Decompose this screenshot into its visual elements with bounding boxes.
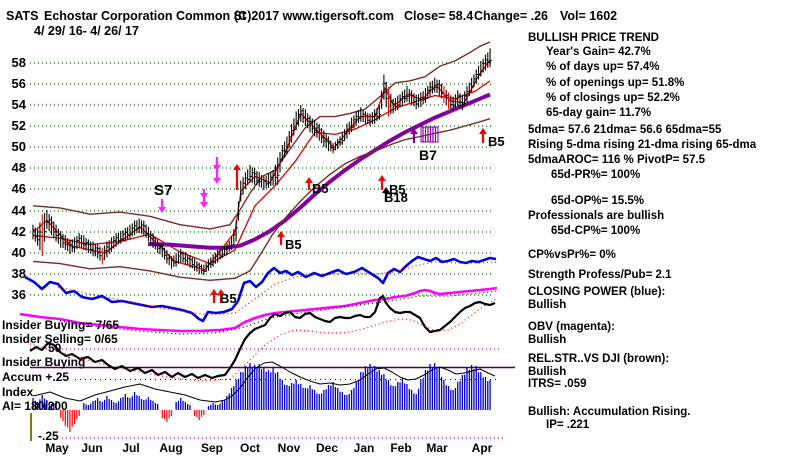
line-band_upper xyxy=(32,41,491,230)
panel-line-14: Strength Profess/Pub= 2.1 xyxy=(528,269,672,281)
line-closing_power xyxy=(24,255,497,323)
line-ai_signal xyxy=(32,361,496,403)
arrow-head-6 xyxy=(305,177,313,183)
price-tick-46: 46 xyxy=(11,181,26,196)
panel-line-7: Rising 5-dma rising 21-dma rising 65-dma xyxy=(528,139,757,151)
panel-line-17: OBV (magenta): xyxy=(528,321,615,333)
ticker-symbol: SATS xyxy=(6,9,39,23)
panel-line-10: 65d-OP%= 15.5% xyxy=(551,195,645,207)
panel-line-19: REL.STR..VS DJI (brown): xyxy=(528,353,670,365)
signal-label-b5-1: B5 xyxy=(312,181,329,196)
arrow-head-2 xyxy=(213,178,221,184)
panel-line-8: 5dmaAROC= 116 % PivotP= 57.5 xyxy=(528,154,706,166)
panel-line-23: IP= .221 xyxy=(546,419,590,431)
month-label-apr: Apr xyxy=(471,441,493,455)
panel-line-6: 5dma= 57.6 21dma= 56.6 65dma=55 xyxy=(528,124,722,136)
line-rs_ma xyxy=(29,298,497,382)
pane-label-6: AI= 180/200 xyxy=(2,399,68,413)
price-tick-42: 42 xyxy=(11,224,26,239)
signal-label-b5-2: B5 xyxy=(285,237,302,252)
signal-label-b5-3: B5 xyxy=(389,182,406,197)
line-dma5 xyxy=(32,59,491,271)
pane-label-0: Insider Buying= 7/65 xyxy=(2,318,120,332)
line-dma65 xyxy=(147,92,491,250)
panel-line-0: BULLISH PRICE TREND xyxy=(528,32,659,44)
panel-line-1: Year's Gain= 42.7% xyxy=(546,46,651,58)
date-range: 4/ 29/ 16- 4/ 26/ 17 xyxy=(34,24,139,38)
line-obv_ma xyxy=(59,290,498,335)
copyright-text: (C)2017 www.tigersoft.com xyxy=(234,9,394,23)
line-obv xyxy=(19,286,498,333)
arrow-head-10 xyxy=(479,128,487,134)
price-tick-50: 50 xyxy=(11,139,26,154)
pane-label-7: -.25 xyxy=(38,429,59,443)
month-label-may: May xyxy=(45,441,69,455)
price-tick-58: 58 xyxy=(11,55,26,70)
month-label-nov: Nov xyxy=(277,441,301,455)
panel-line-13: CP%vsPr%= 0% xyxy=(528,249,616,261)
price-tick-54: 54 xyxy=(11,97,26,112)
arrow-head-13 xyxy=(410,128,418,134)
signal-label-b18-4: B18 xyxy=(384,190,408,205)
arrow-head-11 xyxy=(210,289,218,295)
month-label-sep: Sep xyxy=(200,441,223,455)
month-label-dec: Dec xyxy=(315,441,338,455)
pane-label-4: Accum +.25 xyxy=(2,370,70,384)
price-tick-52: 52 xyxy=(11,118,26,133)
price-tick-44: 44 xyxy=(11,203,26,218)
arrow-head-8 xyxy=(378,175,386,181)
month-label-oct: Oct xyxy=(239,441,260,455)
price-tick-40: 40 xyxy=(11,245,26,260)
signal-label-b5-6: B5 xyxy=(488,134,505,149)
price-tick-48: 48 xyxy=(11,160,26,175)
panel-line-9: 65d-PR%= 100% xyxy=(551,169,641,181)
arrow-head-9 xyxy=(382,187,390,193)
month-label-jun: Jun xyxy=(81,441,103,455)
month-label-jul: Jul xyxy=(122,441,140,455)
volume-value: Vol= 1602 xyxy=(560,9,618,23)
panel-line-15: CLOSING POWER (blue): xyxy=(528,286,666,298)
hatch-block-icon xyxy=(420,126,439,143)
panel-line-20: Bullish xyxy=(528,366,567,378)
arrow-head-12 xyxy=(217,289,225,295)
arrow-head-5 xyxy=(233,164,241,170)
month-label-aug: Aug xyxy=(159,441,183,455)
panel-line-2: % of days up= 57.4% xyxy=(546,61,660,73)
arrow-head-0 xyxy=(158,207,166,213)
arrow-head-3 xyxy=(200,193,208,199)
panel-line-18: Bullish xyxy=(528,334,567,346)
panel-line-11: Professionals are bullish xyxy=(528,210,665,222)
pane-label-3: Insider Buying xyxy=(2,355,86,369)
signal-label-b5-7: B5 xyxy=(220,291,237,306)
price-tick-36: 36 xyxy=(11,287,26,302)
arrow-head-7 xyxy=(277,231,285,237)
signal-label-s7-0: S7 xyxy=(154,182,173,199)
month-label-feb: Feb xyxy=(390,441,412,455)
panel-line-3: % of openings up= 51.8% xyxy=(546,77,685,89)
panel-line-5: 65-day gain= 11.7% xyxy=(546,107,652,119)
price-tick-56: 56 xyxy=(11,76,26,91)
panel-line-16: Bullish xyxy=(528,299,567,311)
change-value: Change= .26 xyxy=(474,9,548,23)
month-label-mar: Mar xyxy=(426,441,448,455)
panel-line-4: % of closings up= 52.2% xyxy=(546,92,680,104)
signal-label-b7-5: B7 xyxy=(419,147,437,163)
pane-label-5: Index xyxy=(2,385,34,399)
pane-label-1: Insider Selling= 0/65 xyxy=(2,332,118,346)
pane-label-2: 50 xyxy=(48,341,62,355)
panel-line-12: 65d-CP%= 100% xyxy=(551,225,641,237)
price-tick-38: 38 xyxy=(11,266,26,281)
line-cp_ma xyxy=(57,261,497,316)
panel-line-22: Bullish: Accumulation Rising. xyxy=(528,406,691,418)
panel-line-21: ITRS= .059 xyxy=(528,378,587,390)
arrow-head-1 xyxy=(213,165,221,171)
arrow-head-4 xyxy=(200,202,208,208)
security-title: Echostar Corporation Common St xyxy=(44,9,247,23)
close-value: Close= 58.4 xyxy=(404,9,474,23)
month-label-jan: Jan xyxy=(353,441,375,455)
